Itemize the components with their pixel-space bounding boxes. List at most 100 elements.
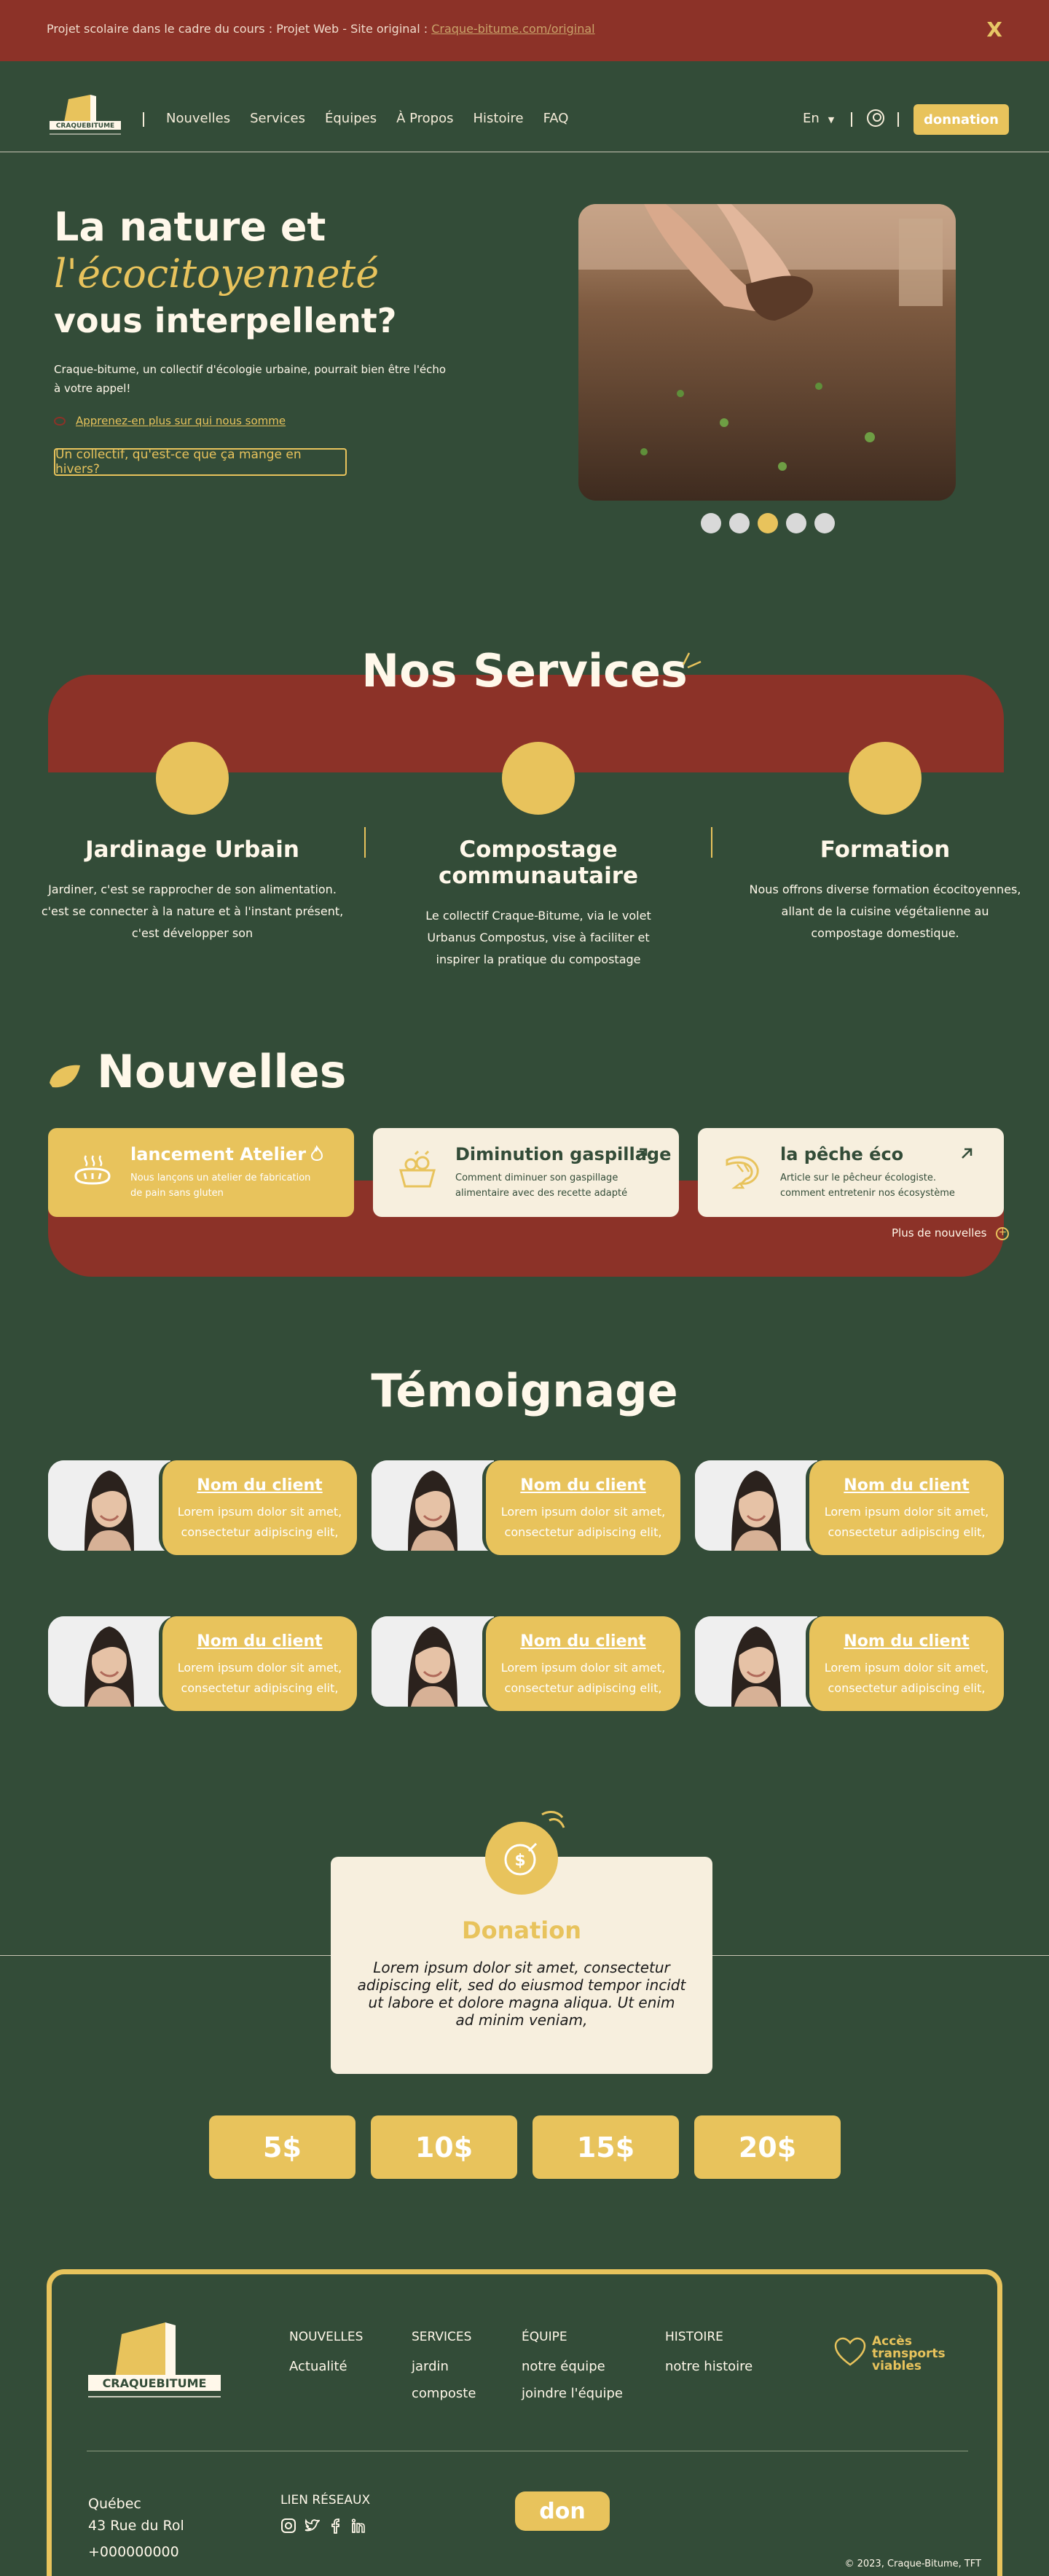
more-news-link[interactable]: Plus de nouvelles xyxy=(892,1226,1009,1240)
svg-text:$: $ xyxy=(514,1852,525,1870)
testimonial-info: Nom du client Lorem ipsum dolor sit amet,… xyxy=(482,1460,680,1555)
close-banner-button[interactable]: X xyxy=(986,17,1002,42)
client-photo xyxy=(48,1460,170,1551)
client-name[interactable]: Nom du client xyxy=(197,1632,323,1651)
hero-description: Craque-bitume, un collectif d'écologie u… xyxy=(54,363,447,395)
footer-logo[interactable]: CRAQUEBITUME xyxy=(85,2321,224,2413)
sparkle-icon xyxy=(541,1811,565,1828)
news-card[interactable]: Diminution gaspillage Comment diminuer s… xyxy=(373,1128,679,1217)
client-name[interactable]: Nom du client xyxy=(844,1476,970,1495)
nav-link-a-propos[interactable]: À Propos xyxy=(396,111,454,126)
testimonial-card: Nom du client Lorem ipsum dolor sit amet,… xyxy=(372,1616,680,1711)
news-card[interactable]: lancement Atelier Nous lançons un atelie… xyxy=(48,1128,354,1217)
testimonial-text: Lorem ipsum dolor sit amet, consectetur … xyxy=(500,1661,666,1695)
instagram-icon[interactable] xyxy=(280,2518,296,2534)
nav-link-nouvelles[interactable]: Nouvelles xyxy=(166,111,231,126)
main-nav: CRAQUEBITUME Nouvelles Services Équipes … xyxy=(0,61,1049,152)
carousel-dot[interactable] xyxy=(786,513,806,533)
testimonial-info: Nom du client Lorem ipsum dolor sit amet,… xyxy=(159,1460,357,1555)
testimonial-text: Lorem ipsum dolor sit amet, consectetur … xyxy=(177,1661,342,1695)
footer: CRAQUEBITUME NOUVELLES Actualité SERVICE… xyxy=(47,2269,1002,2576)
nav-divider xyxy=(897,112,899,127)
carousel-dot[interactable] xyxy=(729,513,750,533)
hero-title: La nature et l'écocitoyenneté vous inter… xyxy=(54,204,397,340)
heart-icon xyxy=(834,2337,866,2366)
carousel-dot[interactable] xyxy=(701,513,721,533)
service-card-compostage[interactable]: Compostage communautaire Le collectif Cr… xyxy=(378,742,699,971)
hero-about-link[interactable]: Apprenez-en plus sur qui nous somme xyxy=(54,414,286,428)
linkedin-icon[interactable] xyxy=(350,2518,366,2534)
testimonial-text: Lorem ipsum dolor sit amet, consectetur … xyxy=(824,1661,989,1695)
svg-text:CRAQUEBITUME: CRAQUEBITUME xyxy=(56,122,114,130)
testimonial-card: Nom du client Lorem ipsum dolor sit amet,… xyxy=(695,1460,1004,1555)
footer-address: Québec 43 Rue du Rol +000000000 xyxy=(88,2496,184,2560)
testimonial-text: Lorem ipsum dolor sit amet, consectetur … xyxy=(500,1505,666,1539)
footer-social: LIEN RÉSEAUX xyxy=(280,2493,370,2534)
nav-links: Nouvelles Services Équipes À Propos Hist… xyxy=(166,111,568,126)
footer-link[interactable]: composte xyxy=(412,2386,476,2401)
donation-text: Lorem ipsum dolor sit amet, consectetur … xyxy=(357,1959,686,2029)
nav-link-histoire[interactable]: Histoire xyxy=(473,111,524,126)
donation-amount-15[interactable]: 15$ xyxy=(533,2115,679,2179)
client-name[interactable]: Nom du client xyxy=(520,1632,646,1651)
footer-link[interactable]: joindre l'équipe xyxy=(522,2386,624,2401)
hero-image xyxy=(578,204,956,501)
svg-text:CRAQUEBITUME: CRAQUEBITUME xyxy=(103,2376,207,2390)
service-card-jardinage[interactable]: Jardinage Urbain Jardiner, c'est se rapp… xyxy=(32,742,353,944)
nav-link-services[interactable]: Services xyxy=(250,111,305,126)
nav-link-equipes[interactable]: Équipes xyxy=(324,111,377,126)
arrow-up-right-icon xyxy=(962,1148,973,1159)
carousel-dot-active[interactable] xyxy=(758,513,778,533)
donation-icon-circle: $ xyxy=(485,1822,558,1895)
nav-link-faq[interactable]: FAQ xyxy=(543,111,569,126)
client-photo xyxy=(372,1616,494,1707)
client-photo xyxy=(48,1616,170,1707)
donation-title: Donation xyxy=(462,1917,581,1944)
footer-donate-button[interactable]: don xyxy=(515,2491,610,2531)
chevron-down-icon: ▼ xyxy=(828,115,835,125)
footer-link[interactable]: notre histoire xyxy=(665,2359,753,2374)
client-photo xyxy=(695,1460,817,1551)
facebook-icon[interactable] xyxy=(327,2518,343,2534)
client-name[interactable]: Nom du client xyxy=(520,1476,646,1495)
testimonial-card: Nom du client Lorem ipsum dolor sit amet,… xyxy=(48,1460,357,1555)
testimonial-info: Nom du client Lorem ipsum dolor sit amet,… xyxy=(806,1460,1004,1555)
twitter-icon[interactable] xyxy=(304,2518,321,2534)
testimonial-card: Nom du client Lorem ipsum dolor sit amet,… xyxy=(372,1460,680,1555)
testimonial-card: Nom du client Lorem ipsum dolor sit amet,… xyxy=(695,1616,1004,1711)
testimonial-info: Nom du client Lorem ipsum dolor sit amet,… xyxy=(482,1616,680,1711)
footer-link[interactable]: Actualité xyxy=(289,2359,347,2374)
client-name[interactable]: Nom du client xyxy=(844,1632,970,1651)
donation-amount-20[interactable]: 20$ xyxy=(694,2115,841,2179)
top-banner: Projet scolaire dans le cadre du cours :… xyxy=(0,0,1049,61)
donation-amount-10[interactable]: 10$ xyxy=(371,2115,517,2179)
copyright: © 2023, Craque-Bitume, TFT xyxy=(844,2559,981,2569)
news-card[interactable]: la pêche éco Article sur le pêcheur écol… xyxy=(698,1128,1004,1217)
donation-amount-5[interactable]: 5$ xyxy=(209,2115,355,2179)
footer-link[interactable]: notre équipe xyxy=(522,2359,605,2374)
service-card-formation[interactable]: Formation Nous offrons diverse formation… xyxy=(725,742,1045,944)
service-icon xyxy=(156,742,229,815)
testimonial-text: Lorem ipsum dolor sit amet, consectetur … xyxy=(824,1505,989,1539)
banner-link[interactable]: Craque-bitume.com/original xyxy=(431,22,595,36)
testimonial-card: Nom du client Lorem ipsum dolor sit amet,… xyxy=(48,1616,357,1711)
hero-cta-button[interactable]: Un collectif, qu'est-ce que ça mange en … xyxy=(54,447,347,477)
testimonials-title: Témoignage xyxy=(371,1364,678,1417)
access-badge: Accès transports viables xyxy=(834,2336,946,2373)
donate-button[interactable]: donnation xyxy=(914,104,1009,135)
client-photo xyxy=(695,1616,817,1707)
footer-col-services: SERVICES jardin composte xyxy=(412,2330,476,2401)
client-name[interactable]: Nom du client xyxy=(197,1476,323,1495)
services-title: Nos Services xyxy=(361,644,688,697)
language-select[interactable]: En ▼ xyxy=(803,111,835,126)
service-icon xyxy=(849,742,922,815)
service-divider xyxy=(364,827,366,858)
site-logo[interactable]: CRAQUEBITUME xyxy=(48,93,122,138)
banner-message: Projet scolaire dans le cadre du cours :… xyxy=(47,22,595,36)
footer-col-histoire: HISTOIRE notre histoire xyxy=(665,2330,753,2374)
carousel-dot[interactable] xyxy=(814,513,835,533)
sparkle-icon xyxy=(682,652,702,669)
user-icon[interactable] xyxy=(867,109,884,127)
footer-col-equipe: ÉQUIPE notre équipe joindre l'équipe xyxy=(522,2330,624,2401)
footer-link[interactable]: jardin xyxy=(412,2359,449,2374)
